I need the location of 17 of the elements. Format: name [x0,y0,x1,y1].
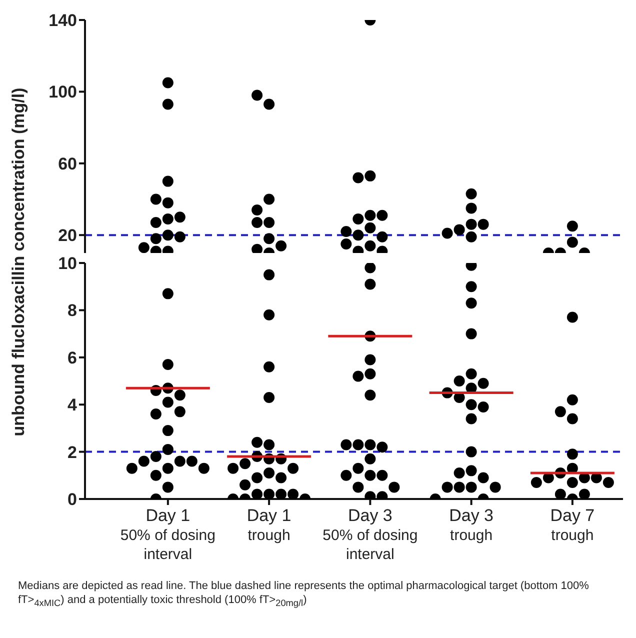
y-tick-label: 0 [68,490,77,510]
y-tick-label: 4 [68,396,78,415]
x-tick-label: Day 1 50% of dosing interval [120,506,216,563]
x-tick-label: Day 3 50% of dosing interval [322,506,418,563]
y-tick-label: 10 [58,254,77,274]
y-tick-label: 8 [68,301,77,320]
y-axis-title: unbound flucloxacillin concentration (mg/l) [9,88,28,436]
y-tick-label: 20 [58,226,77,246]
y-tick-label: 6 [68,348,77,368]
y-tick-label: 100 [48,82,77,102]
text: Medians are depicted as read line. The blue dashed line represents the optimal pharmacological target (bottom 100% fT>$_{4xMIC}$) and a potentially toxic threshold (100% fT>$_{20mg/l}$) [18,579,590,610]
x-tick-label: Day 1 trough [246,506,292,544]
y-tick-label: 2 [68,442,77,462]
y-tick-label: 140 [48,11,77,30]
x-tick-label: Day 7 trough [550,506,595,544]
x-tick-label: Day 3 trough [449,506,494,544]
y-tick-label: 60 [58,154,77,174]
